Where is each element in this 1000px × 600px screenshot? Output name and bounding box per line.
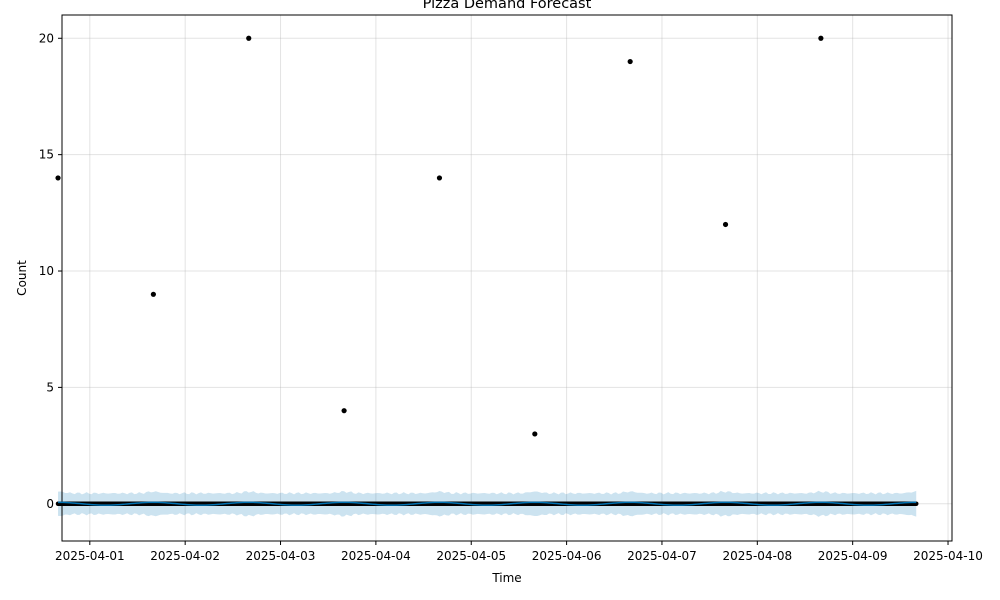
observed-point [150, 291, 156, 297]
x-tick-label: 2025-04-07 [627, 549, 697, 563]
y-tick-label: 10 [39, 264, 54, 278]
observed-point [627, 58, 633, 65]
observed-point [722, 221, 729, 228]
y-tick-label: 15 [39, 148, 54, 162]
observed-point [55, 175, 61, 181]
x-tick-label: 2025-04-04 [341, 549, 411, 563]
y-tick-label: 20 [39, 31, 54, 45]
x-tick-label: 2025-04-06 [532, 549, 602, 563]
x-tick-label: 2025-04-01 [55, 549, 125, 563]
chart-title: Pizza Demand Forecast [423, 0, 592, 12]
observed-point [436, 175, 443, 181]
observed-points-layer [55, 35, 919, 507]
observed-point [246, 35, 252, 41]
forecast-line-layer [58, 501, 917, 506]
x-axis-title: Time [491, 571, 521, 585]
observed-point [341, 408, 347, 414]
observed-point [532, 431, 538, 437]
y-axis-ticks: 0 5 10 15 20 [39, 31, 62, 511]
plot-area-frame [61, 14, 953, 542]
x-tick-label: 2025-04-05 [436, 549, 506, 563]
x-tick-label: 2025-04-09 [818, 549, 888, 563]
grid-lines [62, 15, 952, 541]
x-tick-label: 2025-04-08 [722, 549, 792, 563]
y-tick-label: 5 [46, 380, 54, 394]
x-tick-label: 2025-04-03 [246, 549, 316, 563]
x-tick-label: 2025-04-10 [913, 549, 983, 563]
x-axis-ticks: 2025-04-01 2025-04-02 2025-04-03 2025-04-04… [55, 541, 983, 563]
y-tick-label: 0 [46, 497, 54, 511]
y-axis-title: Count [15, 260, 29, 296]
x-tick-label: 2025-04-02 [150, 549, 220, 563]
observed-point [818, 35, 824, 41]
forecast-line [58, 501, 917, 506]
